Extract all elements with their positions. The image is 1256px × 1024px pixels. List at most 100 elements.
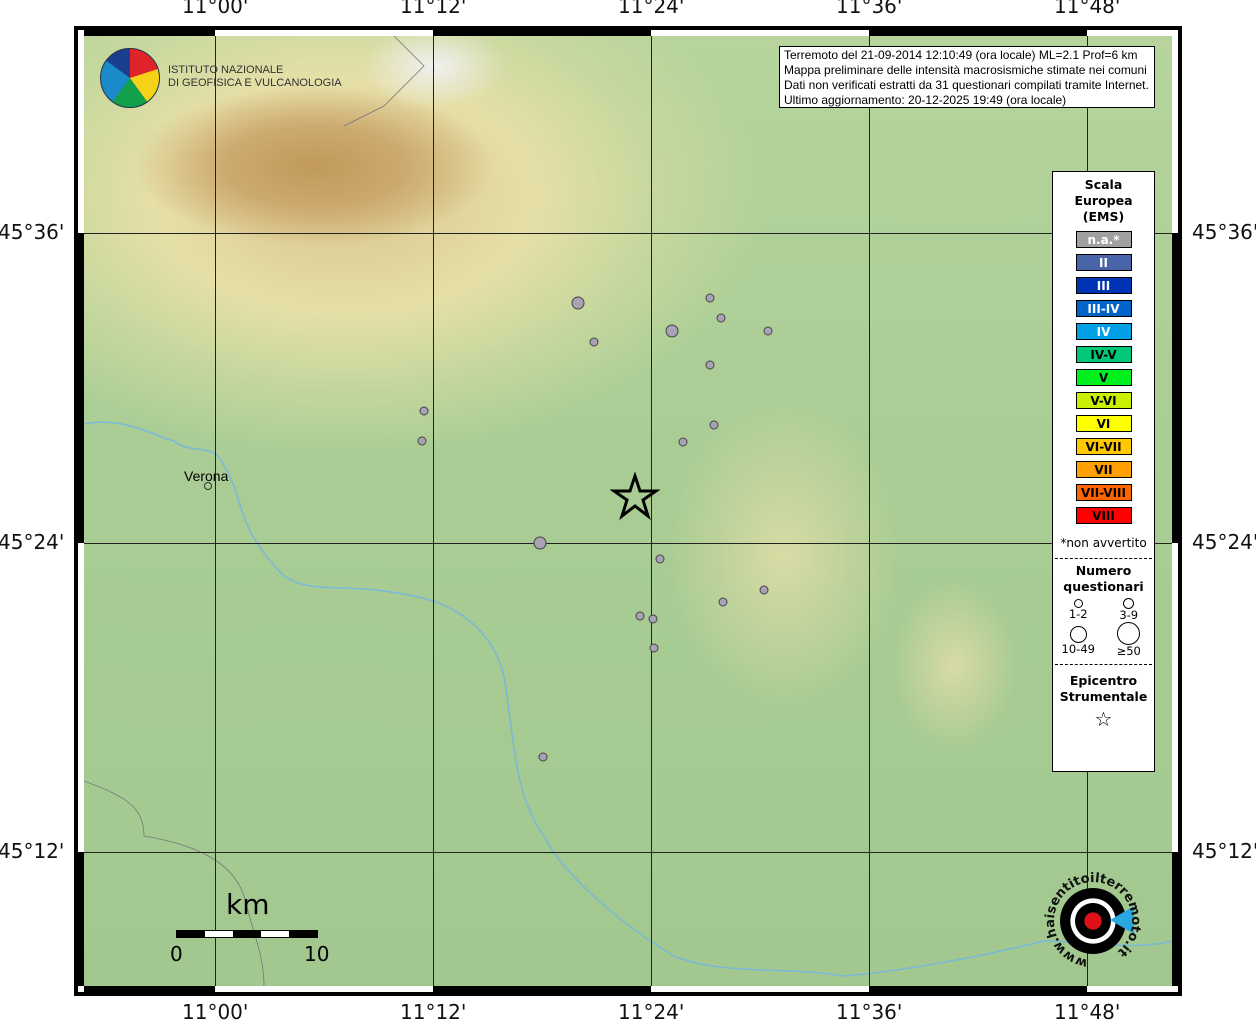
lon-tick-label: 11°48': [1054, 1000, 1121, 1024]
scale-bar: km 0 10: [170, 886, 329, 966]
intensity-point[interactable]: [533, 536, 547, 550]
lat-tick-label: 45°36': [1192, 220, 1256, 244]
size-label: 3-9: [1119, 608, 1139, 622]
lat-tick-label: 45°12': [0, 839, 65, 863]
epicenter-star-icon: [609, 471, 660, 520]
legend-swatch-viii: VIII: [1075, 507, 1132, 524]
boundary: [343, 36, 425, 127]
epicenter-title: Epicentro: [1069, 673, 1138, 688]
river: [84, 421, 1172, 977]
target-icon: [1060, 888, 1126, 954]
intensity-point[interactable]: [417, 436, 427, 446]
intensity-point[interactable]: [763, 326, 773, 336]
scale-min: 0: [170, 942, 183, 966]
epicenter-title: Strumentale: [1059, 689, 1148, 704]
legend-swatch-vii: VII: [1075, 461, 1132, 478]
legend-swatch-iii-iv: III-IV: [1075, 300, 1132, 317]
lon-tick-label: 11°24': [618, 0, 685, 18]
frame-segment: [869, 986, 1087, 996]
info-line: Mappa preliminare delle intensità macros…: [784, 63, 1147, 77]
size-label: 10-49: [1061, 642, 1095, 656]
lat-tick-label: 45°24': [1192, 530, 1256, 554]
lat-tick-label: 45°12': [1192, 839, 1256, 863]
legend-swatch-v-vi: V-VI: [1075, 392, 1132, 409]
epicenter-legend-star-icon: ☆: [1094, 707, 1113, 731]
intensity-point[interactable]: [655, 554, 665, 563]
hsit-logo: www.haisentitoilterremoto.it: [1040, 866, 1150, 976]
lat-tick-label: 45°36': [0, 220, 65, 244]
scale-max: 10: [304, 942, 330, 966]
gridline-lat: [84, 543, 1172, 544]
intensity-point[interactable]: [759, 585, 769, 594]
frame-segment: [1172, 852, 1182, 986]
legend-swatch-v: V: [1075, 369, 1132, 386]
ingv-line1: ISTITUTO NAZIONALE: [168, 64, 284, 76]
intensity-point[interactable]: [419, 406, 429, 416]
intensity-point[interactable]: [678, 437, 688, 447]
legend-swatch-n-a-: n.a.*: [1075, 231, 1132, 248]
info-line: Ultimo aggiornamento: 20-12-2025 19:49 (…: [784, 93, 1067, 107]
size-10-49-icon: [1069, 626, 1087, 643]
intensity-point[interactable]: [705, 293, 715, 303]
ingv-globe-icon: [100, 48, 160, 108]
scale-unit: km: [226, 888, 270, 921]
lon-tick-label: 11°48': [1054, 0, 1121, 18]
map-canvas[interactable]: Verona ISTITUTO NAZIONALE DI GEOFISICA E…: [84, 36, 1172, 986]
intensity-point[interactable]: [648, 614, 658, 624]
city-marker: [204, 482, 212, 490]
frame-segment: [84, 986, 215, 996]
lon-tick-label: 11°12': [400, 0, 467, 18]
intensity-point[interactable]: [705, 360, 715, 370]
gridline-lat: [84, 233, 1172, 234]
gridline-lon: [651, 36, 652, 986]
lon-tick-label: 11°36': [836, 0, 903, 18]
legend-swatch-ii: II: [1075, 254, 1132, 271]
intensity-point[interactable]: [665, 324, 679, 338]
hsit-logo-text: www.haisentitoilterremoto.it: [1043, 871, 1143, 971]
legend-note: *non avvertito: [1060, 536, 1147, 550]
gridline-lon: [433, 36, 434, 986]
frame-segment: [74, 233, 84, 543]
rivers-layer: [84, 36, 1172, 986]
place-label-verona: Verona: [184, 468, 229, 484]
ingv-line2: DI GEOFISICA E VULCANOLOGIA: [168, 77, 342, 89]
lon-tick-label: 11°12': [400, 1000, 467, 1024]
count-title: Numero: [1075, 563, 1132, 578]
scale-bar-graphic: [176, 930, 318, 938]
count-title: questionari: [1063, 579, 1144, 594]
size-label: 1-2: [1068, 607, 1088, 621]
legend-swatch-vi: VI: [1075, 415, 1132, 432]
gridline-lon: [215, 36, 216, 986]
legend-swatch-iii: III: [1075, 277, 1132, 294]
size-50-icon: [1117, 622, 1141, 645]
frame-segment: [74, 852, 84, 986]
legend-title: (EMS): [1082, 209, 1125, 224]
frame-segment: [433, 986, 651, 996]
info-line: Dati non verificati estratti da 31 quest…: [784, 78, 1149, 92]
intensity-point[interactable]: [718, 597, 728, 607]
gridline-lon: [869, 36, 870, 986]
intensity-point[interactable]: [709, 420, 719, 430]
intensity-point[interactable]: [538, 752, 548, 762]
legend-swatch-iv-v: IV-V: [1075, 346, 1132, 363]
lon-tick-label: 11°00': [182, 1000, 249, 1024]
lon-tick-label: 11°00': [182, 0, 249, 18]
frame-segment: [84, 26, 215, 36]
intensity-point[interactable]: [649, 643, 659, 653]
legend-title: Europea: [1074, 193, 1133, 208]
frame-segment: [869, 26, 1087, 36]
intensity-point[interactable]: [716, 313, 726, 323]
legend-swatch-vii-viii: VII-VIII: [1075, 484, 1132, 501]
legend: Scala Europea (EMS) n.a.* II III III-IV IV IV…: [1052, 171, 1155, 772]
lon-tick-label: 11°24': [618, 1000, 685, 1024]
size-1-2-icon: [1073, 599, 1083, 608]
event-info-box: Terremoto del 21-09-2014 12:10:49 (ora l…: [779, 46, 1155, 108]
legend-title: Scala: [1084, 177, 1123, 192]
intensity-point[interactable]: [571, 296, 585, 310]
intensity-point[interactable]: [589, 337, 599, 346]
info-line: Terremoto del 21-09-2014 12:10:49 (ora l…: [784, 48, 1138, 62]
frame-segment: [1172, 233, 1182, 543]
size-label: ≥50: [1116, 644, 1141, 658]
hsit-url: www.haisentitoilterremoto.it: [1043, 871, 1143, 971]
intensity-point[interactable]: [635, 611, 645, 621]
